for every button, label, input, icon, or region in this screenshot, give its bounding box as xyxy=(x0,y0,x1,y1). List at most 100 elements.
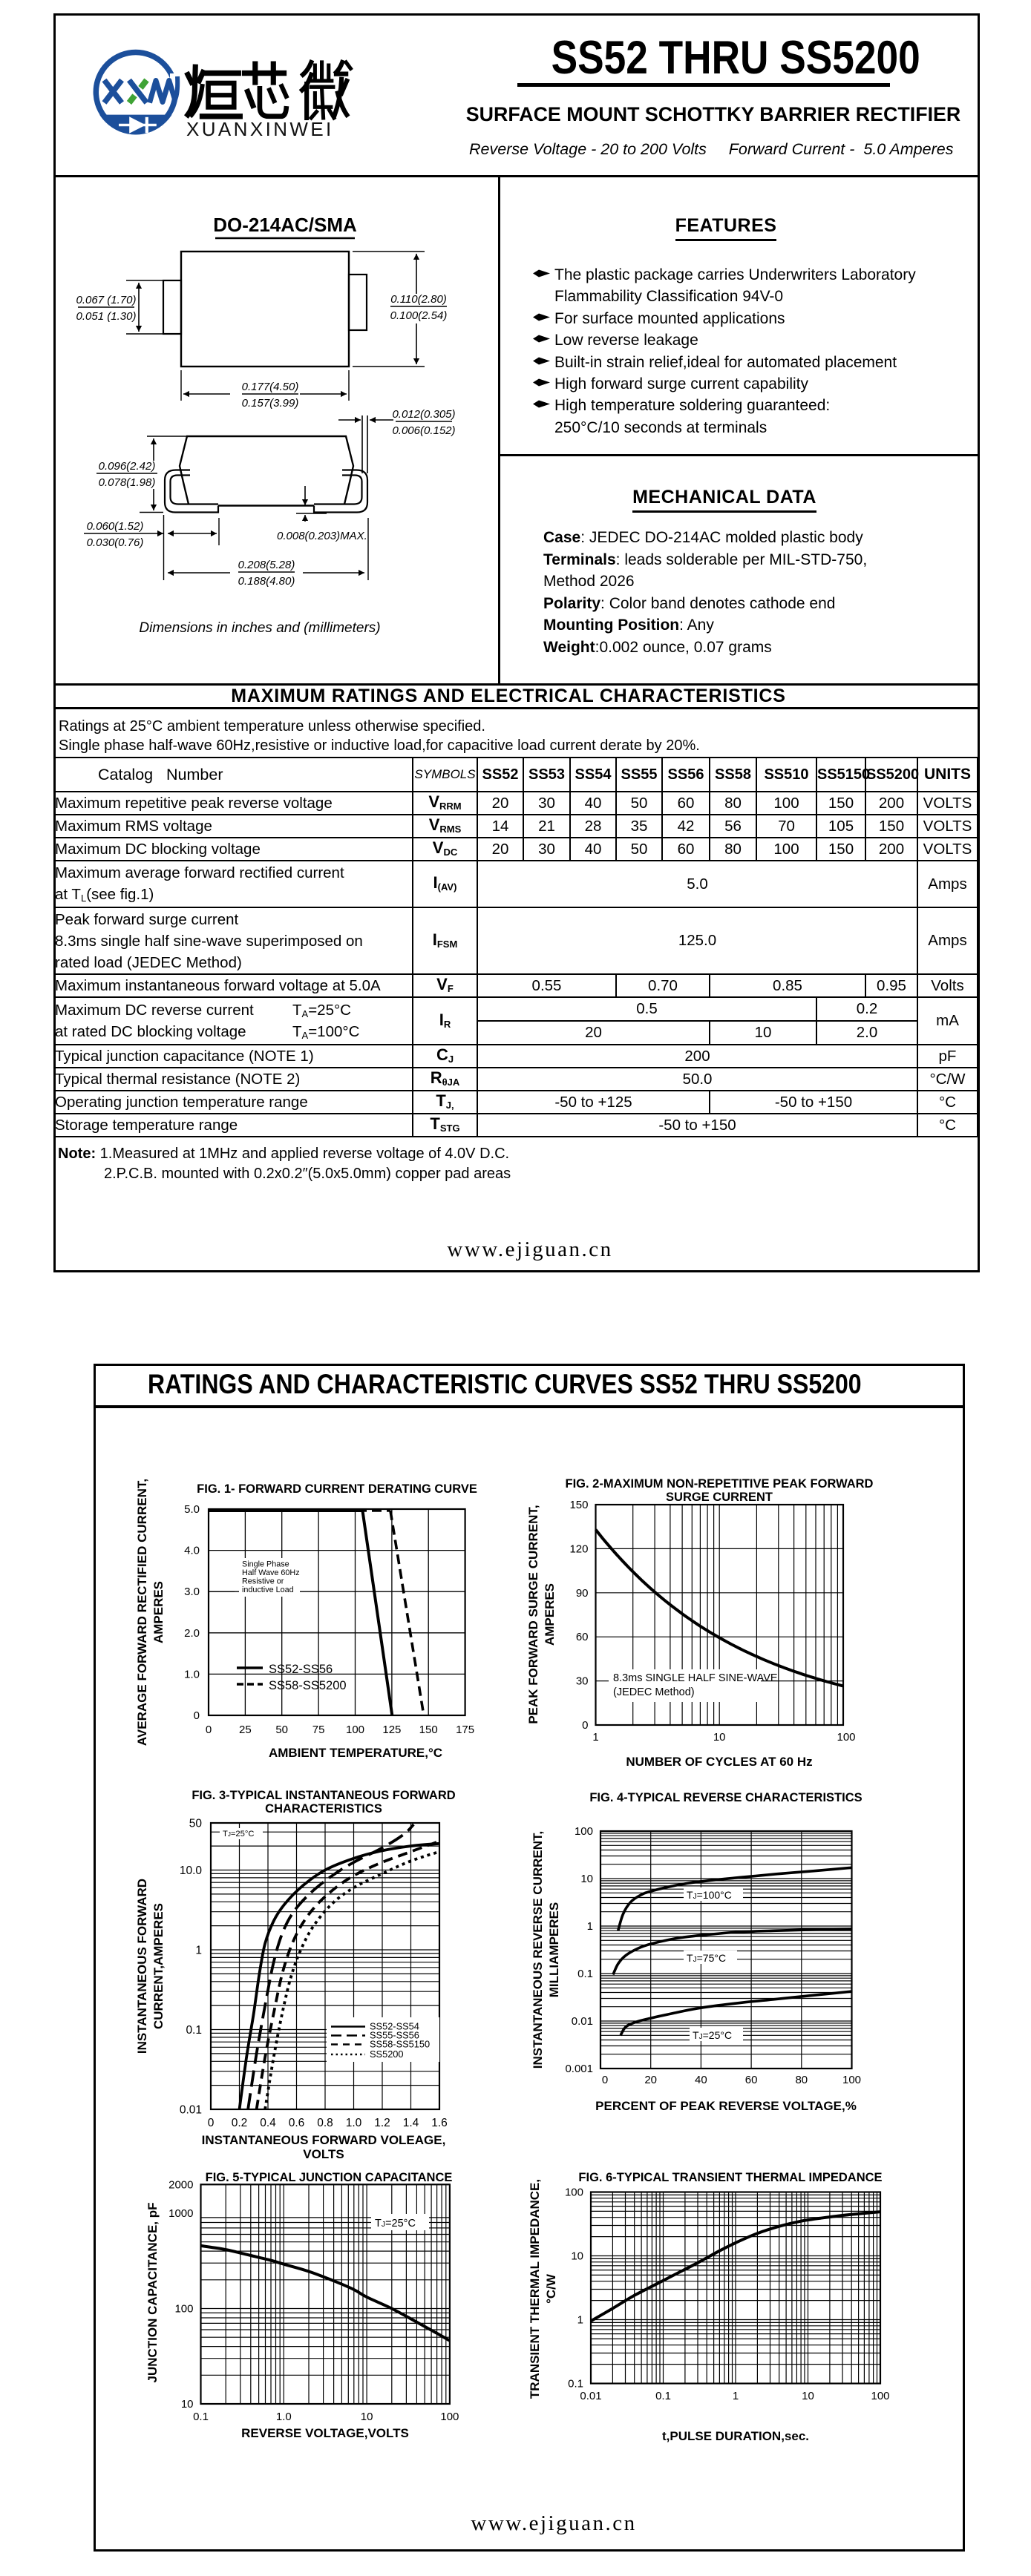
svg-text:10: 10 xyxy=(802,2390,814,2402)
svg-text:100: 100 xyxy=(837,1731,855,1744)
svg-text:0.1: 0.1 xyxy=(193,2411,209,2423)
svg-text:inductive Load: inductive Load xyxy=(242,1586,294,1594)
svg-text:1000: 1000 xyxy=(168,2207,193,2220)
svg-text:30: 30 xyxy=(576,1675,589,1688)
svg-text:100: 100 xyxy=(565,2186,583,2199)
svg-text:CHARACTERISTICS: CHARACTERISTICS xyxy=(265,1802,382,1816)
svg-text:10: 10 xyxy=(181,2398,194,2411)
svg-text:20: 20 xyxy=(644,2074,657,2086)
svg-text:0.177(4.50): 0.177(4.50) xyxy=(242,381,299,393)
svg-text:0.100(2.54): 0.100(2.54) xyxy=(390,309,448,322)
svg-text:1.6: 1.6 xyxy=(431,2117,448,2129)
svg-text:0.110(2.80): 0.110(2.80) xyxy=(390,293,447,306)
svg-text:1.0: 1.0 xyxy=(276,2411,292,2423)
svg-text:1.2: 1.2 xyxy=(374,2117,390,2129)
svg-text:TJ=25°C: TJ=25°C xyxy=(693,2029,732,2041)
svg-text:0.2: 0.2 xyxy=(232,2117,248,2129)
svg-text:100: 100 xyxy=(842,2074,861,2086)
svg-text:1: 1 xyxy=(587,1920,593,1933)
svg-text:90: 90 xyxy=(576,1587,589,1600)
svg-text:0.060(1.52): 0.060(1.52) xyxy=(87,520,144,533)
svg-text:0.01: 0.01 xyxy=(180,2104,202,2117)
svg-text:100: 100 xyxy=(575,1825,593,1838)
svg-text:1: 1 xyxy=(592,1731,598,1744)
svg-text:SS58-SS5150: SS58-SS5150 xyxy=(370,2038,430,2049)
svg-text:125: 125 xyxy=(382,1724,401,1736)
svg-text:SS58-SS5200: SS58-SS5200 xyxy=(269,1679,347,1692)
svg-text:MILLIAMPERES: MILLIAMPERES xyxy=(547,1902,561,1997)
svg-text:0.01: 0.01 xyxy=(572,2015,593,2028)
svg-text:1: 1 xyxy=(733,2390,739,2402)
svg-text:INSTANTANEOUS FORWARD VOLEAGE,: INSTANTANEOUS FORWARD VOLEAGE, xyxy=(202,2133,446,2147)
svg-text:AMBIENT TEMPERATURE,°C: AMBIENT TEMPERATURE,°C xyxy=(269,1746,442,1760)
svg-text:0.1: 0.1 xyxy=(577,1968,593,1980)
svg-text:0.008(0.203)MAX.: 0.008(0.203)MAX. xyxy=(277,530,367,542)
svg-text:1.0: 1.0 xyxy=(184,1668,200,1680)
svg-text:0.4: 0.4 xyxy=(260,2117,276,2129)
svg-text:SS5200: SS5200 xyxy=(370,2048,404,2060)
svg-text:150: 150 xyxy=(569,1499,588,1511)
svg-text:SS52-SS54: SS52-SS54 xyxy=(370,2020,419,2031)
svg-text:50: 50 xyxy=(275,1724,288,1736)
svg-text:0: 0 xyxy=(208,2117,215,2129)
svg-text:8.3ms SINGLE HALF SINE-WAVE: 8.3ms SINGLE HALF SINE-WAVE xyxy=(613,1672,778,1684)
svg-text:(JEDEC Method): (JEDEC Method) xyxy=(613,1686,695,1698)
svg-text:JUNCTION CAPACITANCE, pF: JUNCTION CAPACITANCE, pF xyxy=(145,2202,160,2382)
svg-text:150: 150 xyxy=(419,1724,438,1736)
svg-text:Half Wave 60Hz: Half Wave 60Hz xyxy=(242,1568,300,1577)
svg-text:PERCENT OF PEAK REVERSE VOLTAG: PERCENT OF PEAK REVERSE VOLTAGE,% xyxy=(595,2099,857,2113)
svg-text:0.078(1.98): 0.078(1.98) xyxy=(99,476,156,489)
svg-text:0.006(0.152): 0.006(0.152) xyxy=(392,424,455,437)
svg-text:100: 100 xyxy=(174,2303,193,2316)
svg-text:2.0: 2.0 xyxy=(184,1627,200,1640)
svg-text:AVERAGE FORWARD RECTIFIED CURR: AVERAGE FORWARD RECTIFIED CURRENT, xyxy=(135,1479,149,1746)
svg-text:FIG. 2-MAXIMUM NON-REPETITIVE: FIG. 2-MAXIMUM NON-REPETITIVE PEAK FORWA… xyxy=(566,1477,874,1491)
svg-text:AMPERES: AMPERES xyxy=(151,1581,166,1643)
svg-text:0.1: 0.1 xyxy=(186,2024,202,2037)
svg-text:TRANSIENT THERMAL IMPEDANCE,: TRANSIENT THERMAL IMPEDANCE, xyxy=(528,2179,542,2399)
svg-text:NUMBER OF CYCLES AT 60 Hz: NUMBER OF CYCLES AT 60 Hz xyxy=(626,1755,812,1769)
svg-text:PEAK FORWARD SURGE CURRENT,: PEAK FORWARD SURGE CURRENT, xyxy=(526,1505,540,1724)
svg-text:REVERSE VOLTAGE,VOLTS: REVERSE VOLTAGE,VOLTS xyxy=(241,2426,409,2440)
svg-text:10: 10 xyxy=(713,1731,726,1744)
svg-text:100: 100 xyxy=(346,1724,364,1736)
svg-text:FIG. 3-TYPICAL INSTANTANEOUS F: FIG. 3-TYPICAL INSTANTANEOUS FORWARD xyxy=(192,1789,455,1802)
svg-text:Single Phase: Single Phase xyxy=(242,1560,289,1569)
svg-text:TJ=25°C: TJ=25°C xyxy=(375,2218,416,2230)
svg-text:120: 120 xyxy=(569,1542,588,1555)
svg-text:100: 100 xyxy=(440,2411,459,2423)
svg-text:SS55-SS56: SS55-SS56 xyxy=(370,2029,419,2040)
svg-text:175: 175 xyxy=(456,1724,474,1736)
svg-text:Resistive or: Resistive or xyxy=(242,1577,284,1586)
svg-text:t,PULSE DURATION,sec.: t,PULSE DURATION,sec. xyxy=(662,2429,809,2443)
svg-text:0.8: 0.8 xyxy=(317,2117,333,2129)
svg-text:0.030(0.76): 0.030(0.76) xyxy=(87,536,144,549)
svg-text:3.0: 3.0 xyxy=(184,1586,200,1598)
svg-text:°C/W: °C/W xyxy=(544,2273,558,2304)
svg-text:0.096(2.42): 0.096(2.42) xyxy=(99,460,156,473)
svg-text:0.067 (1.70): 0.067 (1.70) xyxy=(76,294,137,306)
svg-text:0.012(0.305): 0.012(0.305) xyxy=(392,408,455,421)
svg-text:0.6: 0.6 xyxy=(289,2117,305,2129)
svg-text:10: 10 xyxy=(361,2411,373,2423)
svg-text:SURGE CURRENT: SURGE CURRENT xyxy=(666,1491,773,1504)
svg-text:80: 80 xyxy=(795,2074,808,2086)
svg-text:10: 10 xyxy=(571,2250,583,2263)
svg-text:VOLTS: VOLTS xyxy=(303,2147,344,2161)
svg-text:CURRENT,AMPERES: CURRENT,AMPERES xyxy=(151,1903,166,2029)
svg-text:FIG. 1- FORWARD CURRENT DERATI: FIG. 1- FORWARD CURRENT DERATING CURVE xyxy=(197,1482,477,1496)
svg-text:10.0: 10.0 xyxy=(180,1864,203,1877)
svg-text:TJ=75°C: TJ=75°C xyxy=(687,1952,726,1964)
svg-text:10: 10 xyxy=(580,1873,593,1885)
svg-text:0.188(4.80): 0.188(4.80) xyxy=(238,575,295,588)
svg-text:Dimensions in inches and (mill: Dimensions in inches and (millimeters) xyxy=(139,620,380,636)
svg-text:5.0: 5.0 xyxy=(184,1503,200,1516)
svg-text:INSTANTANEOUS REVERSE CURRENT,: INSTANTANEOUS REVERSE CURRENT, xyxy=(531,1831,545,2069)
svg-text:TJ=100°C: TJ=100°C xyxy=(687,1889,732,1901)
svg-text:1.4: 1.4 xyxy=(403,2117,419,2129)
svg-text:100: 100 xyxy=(871,2390,889,2402)
svg-text:0: 0 xyxy=(602,2074,608,2086)
svg-text:60: 60 xyxy=(745,2074,758,2086)
svg-text:INSTANTANEOUS FORWARD: INSTANTANEOUS FORWARD xyxy=(135,1879,149,2054)
svg-text:FIG. 4-TYPICAL REVERSE CHARACT: FIG. 4-TYPICAL REVERSE CHARACTERISTICS xyxy=(589,1791,862,1804)
